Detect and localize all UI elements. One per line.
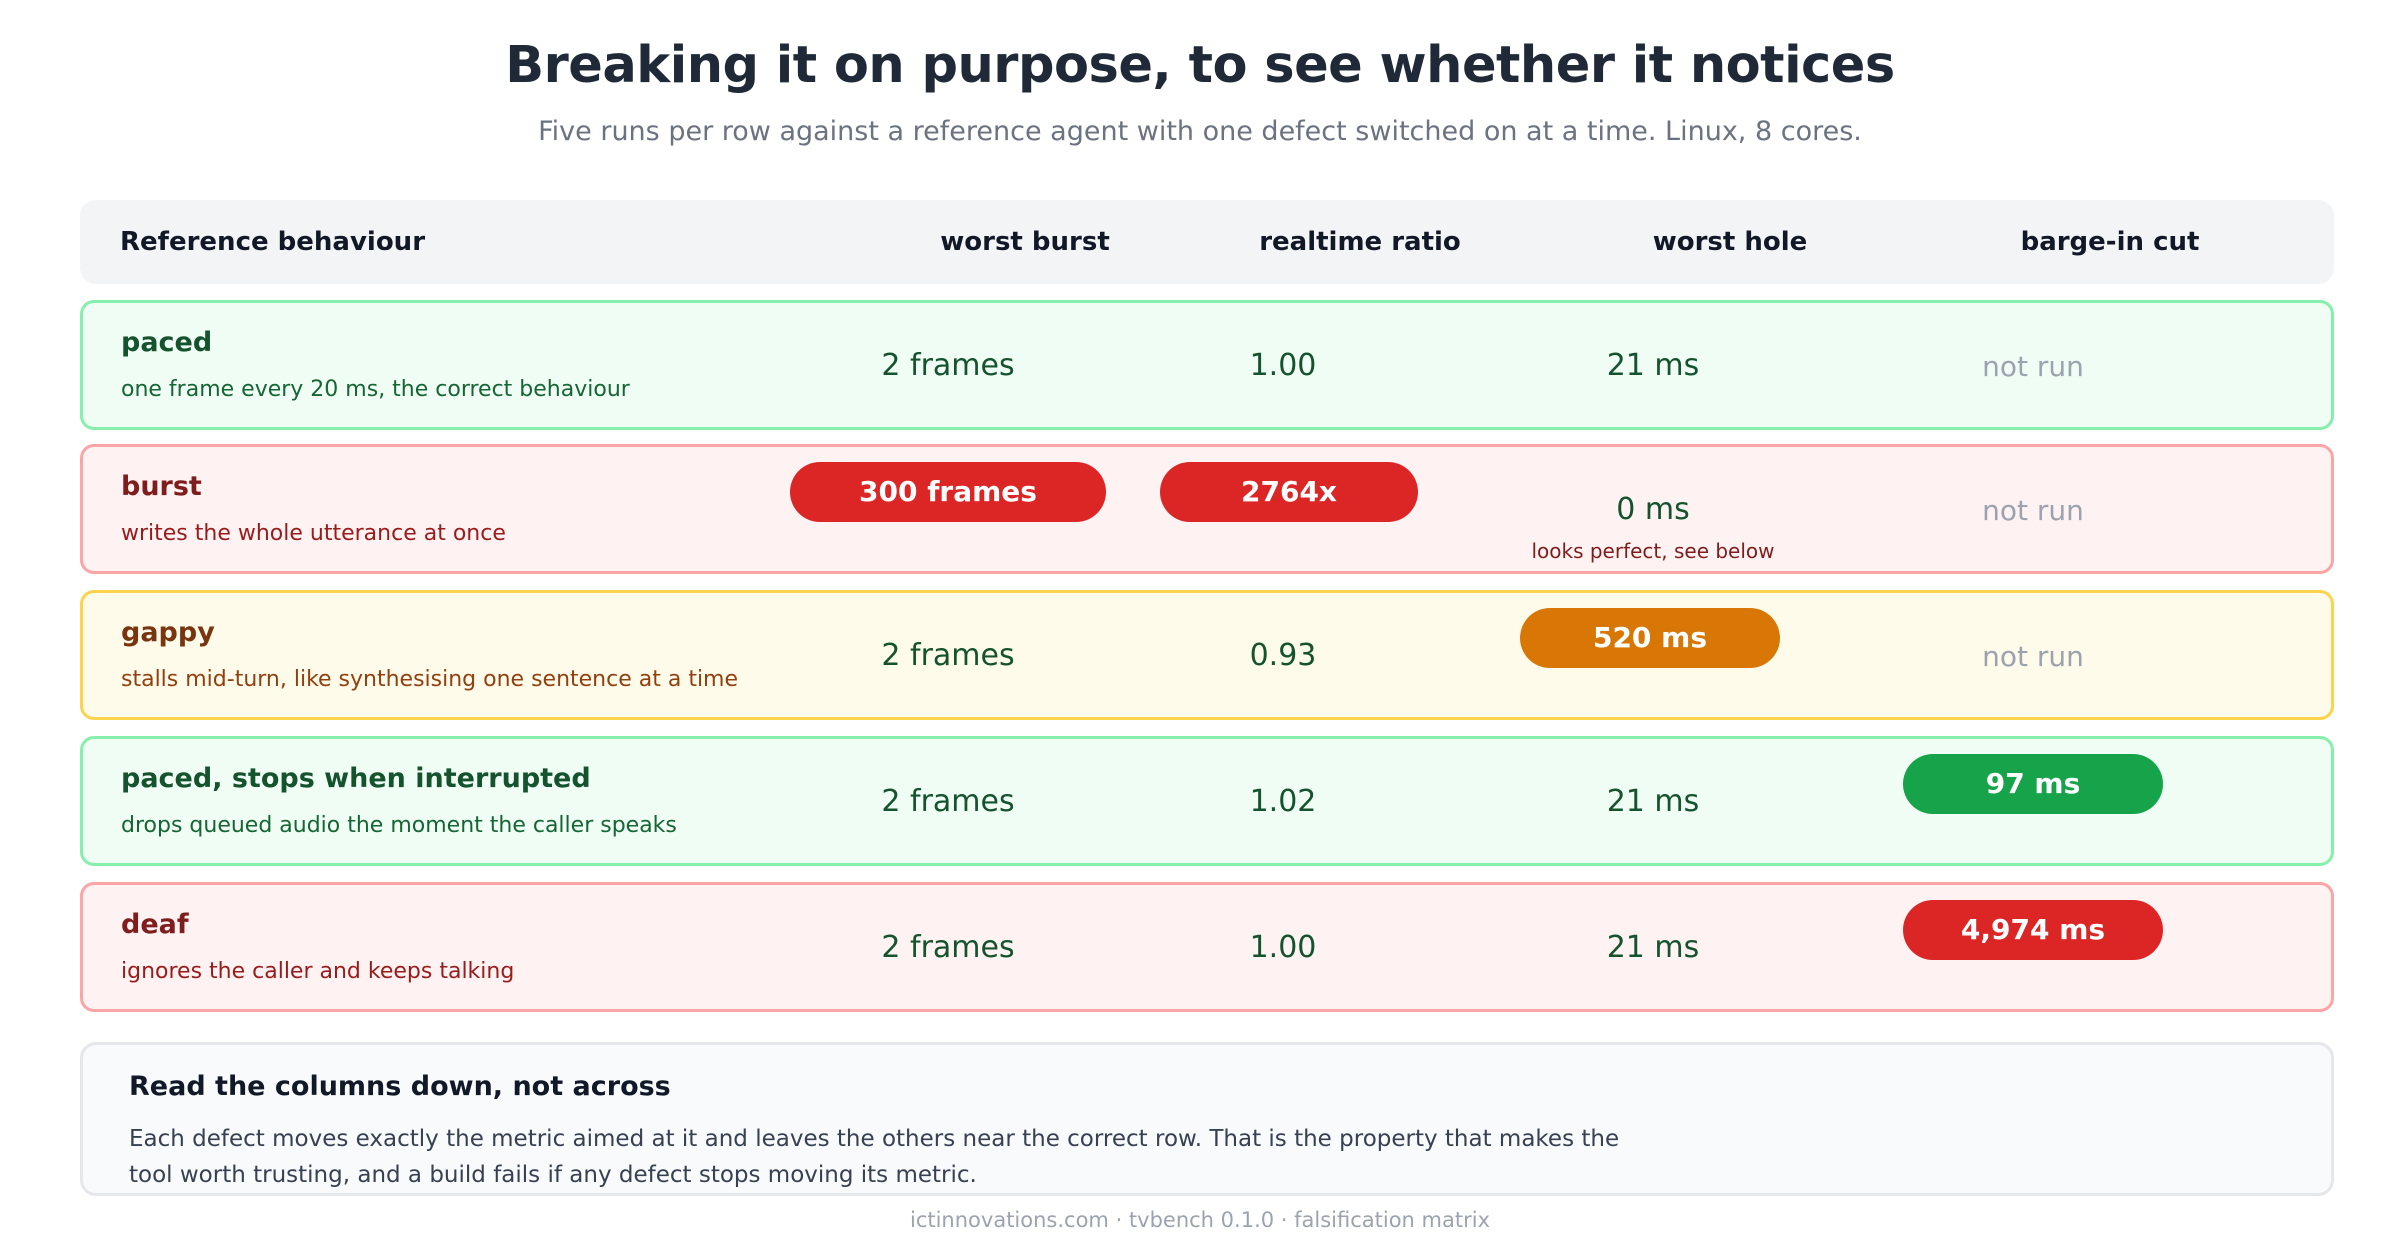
realtime-ratio-value: 1.00	[1249, 930, 1317, 965]
barge-in-cut-badge: 97 ms	[1903, 754, 2163, 814]
row-name: paced, stops when interrupted	[121, 763, 591, 794]
header-realtime-ratio: realtime ratio	[1259, 227, 1461, 257]
barge-in-cut-badge: 4,974 ms	[1903, 900, 2163, 960]
row-description: drops queued audio the moment the caller…	[121, 813, 677, 838]
barge-in-cut-value: not run	[1982, 640, 2084, 673]
worst-burst-value: 2 frames	[881, 930, 1015, 965]
row-name: paced	[121, 327, 213, 358]
header-behaviour: Reference behaviour	[120, 227, 426, 257]
note-title: Read the columns down, not across	[129, 1071, 671, 1102]
header-worst-burst: worst burst	[940, 227, 1110, 257]
row-description: one frame every 20 ms, the correct behav…	[121, 377, 630, 402]
worst-hole-value: 21 ms	[1606, 784, 1700, 819]
note-body: Each defect moves exactly the metric aim…	[129, 1126, 1620, 1188]
worst-hole-value: 21 ms	[1606, 930, 1700, 965]
row-description: writes the whole utterance at once	[121, 521, 506, 546]
row-description: ignores the caller and keeps talking	[121, 959, 515, 984]
row-name: deaf	[121, 909, 189, 940]
explanation-note: Read the columns down, not across Each d…	[80, 1042, 2334, 1196]
table-row: paced one frame every 20 ms, the correct…	[80, 300, 2334, 430]
table-header: Reference behaviour worst burst realtime…	[80, 200, 2334, 284]
worst-hole-value: 0 ms	[1616, 492, 1690, 527]
worst-burst-badge: 300 frames	[790, 462, 1106, 522]
table-row: deaf ignores the caller and keeps talkin…	[80, 882, 2334, 1012]
row-name: burst	[121, 471, 202, 502]
table-row: burst writes the whole utterance at once…	[80, 444, 2334, 574]
header-worst-hole: worst hole	[1652, 227, 1808, 257]
table-row: gappy stalls mid-turn, like synthesising…	[80, 590, 2334, 720]
barge-in-cut-value: not run	[1982, 350, 2084, 383]
realtime-ratio-value: 0.93	[1249, 638, 1317, 673]
worst-burst-value: 2 frames	[881, 348, 1015, 383]
realtime-ratio-value: 1.02	[1249, 784, 1317, 819]
realtime-ratio-value: 1.00	[1249, 348, 1317, 383]
worst-burst-value: 2 frames	[881, 638, 1015, 673]
table-row: paced, stops when interrupted drops queu…	[80, 736, 2334, 866]
realtime-ratio-badge: 2764x	[1160, 462, 1418, 522]
row-name: gappy	[121, 617, 215, 648]
worst-burst-value: 2 frames	[881, 784, 1015, 819]
page-title: Breaking it on purpose, to see whether i…	[505, 36, 1895, 95]
worst-hole-note: looks perfect, see below	[1531, 539, 1775, 563]
worst-hole-badge: 520 ms	[1520, 608, 1780, 668]
header-barge-in-cut: barge-in cut	[2020, 227, 2200, 257]
page-subtitle: Five runs per row against a reference ag…	[538, 116, 1862, 147]
worst-hole-value: 21 ms	[1606, 348, 1700, 383]
footer: ictinnovations.com · tvbench 0.1.0 · fal…	[909, 1208, 1490, 1232]
barge-in-cut-value: not run	[1982, 494, 2084, 527]
row-description: stalls mid-turn, like synthesising one s…	[121, 667, 739, 692]
